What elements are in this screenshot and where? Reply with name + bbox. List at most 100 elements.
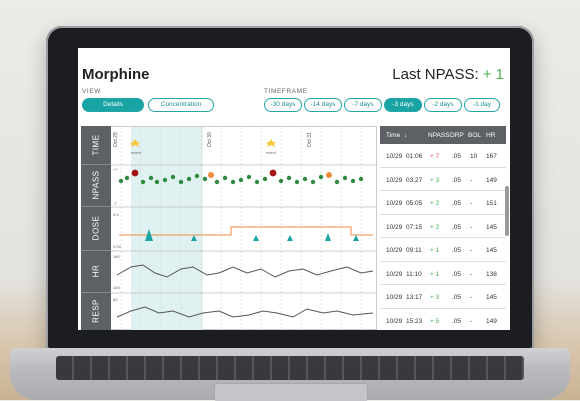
cell-hr: 149 xyxy=(486,317,497,325)
last-npass-value: + 1 xyxy=(482,66,504,83)
cell-date: 10/29 xyxy=(386,200,403,207)
table-row[interactable]: 10/29 01:06 + 7 .05 10 167 xyxy=(380,144,506,168)
table-row[interactable]: 10/29 11:10 + 1 .05 - 138 xyxy=(380,262,506,285)
column-npass-header[interactable]: NPASS xyxy=(428,132,450,139)
event-star-icon[interactable] xyxy=(130,139,140,147)
app-screen: Morphine Last NPASS: + 1 VIEW Details Con… xyxy=(78,48,510,330)
drip-rate-line xyxy=(119,226,373,236)
date-label-oct-31: Oct 31 xyxy=(307,132,313,147)
cell-npass: + 3 xyxy=(430,294,440,301)
row-label-resp: RESP xyxy=(91,299,101,323)
cell-bol: - xyxy=(470,317,473,325)
dose-axis-top: 0.6 xyxy=(113,212,119,217)
column-drp-header[interactable]: DRP xyxy=(450,132,464,139)
data-table: Time ↓ NPASS DRP BOL HR 10/29 01:06 + 7 .0… xyxy=(380,126,509,331)
cell-bol: - xyxy=(470,247,473,254)
cell-bol: 10 xyxy=(470,153,478,160)
event-label-2: event xyxy=(266,150,277,155)
column-hr-header[interactable]: HR xyxy=(486,132,496,139)
cell-bol: - xyxy=(470,176,473,184)
cell-hr: 151 xyxy=(486,200,497,207)
keyboard xyxy=(56,356,524,380)
cell-date: 10/29 xyxy=(386,223,403,231)
last-npass-label: Last NPASS: xyxy=(392,66,479,83)
view-concentration-button[interactable]: Concentration xyxy=(148,98,214,112)
cell-hr: 145 xyxy=(486,223,497,231)
view-details-button[interactable]: Details xyxy=(82,98,144,112)
row-label-npass: NPASS xyxy=(81,164,111,207)
cell-time: 11:10 xyxy=(406,270,422,278)
column-bol-header[interactable]: BOL xyxy=(468,132,482,139)
cell-bol: - xyxy=(470,270,473,278)
row-label-time: TIME xyxy=(81,126,111,165)
cell-npass: + 2 xyxy=(430,223,440,231)
dose-axis-bottom: 0.03 xyxy=(113,244,122,249)
cell-drp: .05 xyxy=(452,270,462,278)
event-label-1: event xyxy=(131,150,142,155)
row-label-column: TIME NPASS DOSE HR RESP xyxy=(81,126,111,330)
cell-date: 10/29 xyxy=(386,153,403,160)
table-row[interactable]: 10/29 05:05 + 2 .05 - 151 xyxy=(380,191,506,215)
cell-npass: + 1 xyxy=(430,270,440,278)
cell-time: 13:17 xyxy=(406,294,423,301)
cell-date: 10/29 xyxy=(386,317,403,325)
npass-points xyxy=(118,169,364,185)
event-star-icon[interactable] xyxy=(266,139,276,147)
grid-lines xyxy=(120,127,362,330)
cell-date: 10/29 xyxy=(386,294,403,301)
selection-band[interactable] xyxy=(131,127,203,330)
timeframe-7-days-button[interactable]: -7 days xyxy=(344,98,382,112)
timeframe-1-day-button[interactable]: -1 day xyxy=(464,98,500,112)
date-label-oct-30: Oct 30 xyxy=(207,132,213,147)
npass-axis-bottom: -7 xyxy=(113,201,117,206)
cell-npass: + 2 xyxy=(430,200,440,207)
cell-bol: - xyxy=(470,223,473,231)
cell-drp: .05 xyxy=(452,153,462,160)
table-row[interactable]: 10/29 07:15 + 2 .05 - 145 xyxy=(380,215,506,238)
plot-area[interactable]: Oct 29 Oct 30 Oct 31 event event +7 -7 xyxy=(111,126,377,330)
npass-axis-top: +7 xyxy=(113,167,118,172)
cell-time: 03:27 xyxy=(406,176,423,184)
table-row[interactable]: 10/29 15:23 + 5 .05 - 149 xyxy=(380,309,506,331)
table-row[interactable]: 10/29 09:11 + 1 .05 - 145 xyxy=(380,238,506,262)
cell-npass: + 1 xyxy=(430,247,440,254)
timeframe-30-days-button[interactable]: -30 days xyxy=(264,98,302,112)
cell-date: 10/29 xyxy=(386,270,403,278)
view-label: VIEW xyxy=(82,88,102,95)
timeframe-3-days-button[interactable]: -3 days xyxy=(384,98,422,112)
cell-time: 15:23 xyxy=(406,317,423,325)
table-row[interactable]: 10/29 13:17 + 3 .05 - 145 xyxy=(380,285,506,309)
trackpad xyxy=(214,383,368,401)
cell-drp: .05 xyxy=(452,247,462,254)
column-time-header[interactable]: Time xyxy=(386,132,401,139)
cell-drp: .05 xyxy=(452,294,462,301)
row-dividers xyxy=(111,164,377,294)
table-scrollbar[interactable] xyxy=(505,186,509,236)
cell-bol: - xyxy=(470,200,473,207)
cell-hr: 145 xyxy=(486,294,497,301)
timeframe-14-days-button[interactable]: -14 days xyxy=(304,98,342,112)
row-label-hr: HR xyxy=(81,250,111,293)
table-row[interactable]: 10/29 03:27 + 3 .05 - 149 xyxy=(380,168,506,191)
resp-axis-top: 60 xyxy=(113,297,118,302)
last-npass: Last NPASS: + 1 xyxy=(392,66,504,83)
timeline-chart: TIME NPASS DOSE HR RESP xyxy=(81,126,377,330)
cell-time: 09:11 xyxy=(406,247,422,254)
cell-hr: 167 xyxy=(486,153,497,160)
cell-date: 10/29 xyxy=(386,247,403,254)
cell-time: 07:15 xyxy=(406,223,423,231)
sort-arrow-icon[interactable]: ↓ xyxy=(404,132,408,139)
cell-drp: .05 xyxy=(452,223,462,231)
date-label-oct-29: Oct 29 xyxy=(113,132,119,147)
cell-date: 10/29 xyxy=(386,176,403,184)
timeframe-2-days-button[interactable]: -2 days xyxy=(424,98,462,112)
cell-drp: .05 xyxy=(452,317,462,325)
hr-axis-bottom: 100 xyxy=(113,285,120,290)
hr-line xyxy=(116,264,374,278)
cell-hr: 149 xyxy=(486,176,497,184)
cell-hr: 145 xyxy=(486,247,497,254)
cell-time: 05:05 xyxy=(406,200,423,207)
cell-drp: .05 xyxy=(452,176,462,184)
cell-time: 01:06 xyxy=(406,153,423,160)
cell-hr: 138 xyxy=(486,270,497,278)
